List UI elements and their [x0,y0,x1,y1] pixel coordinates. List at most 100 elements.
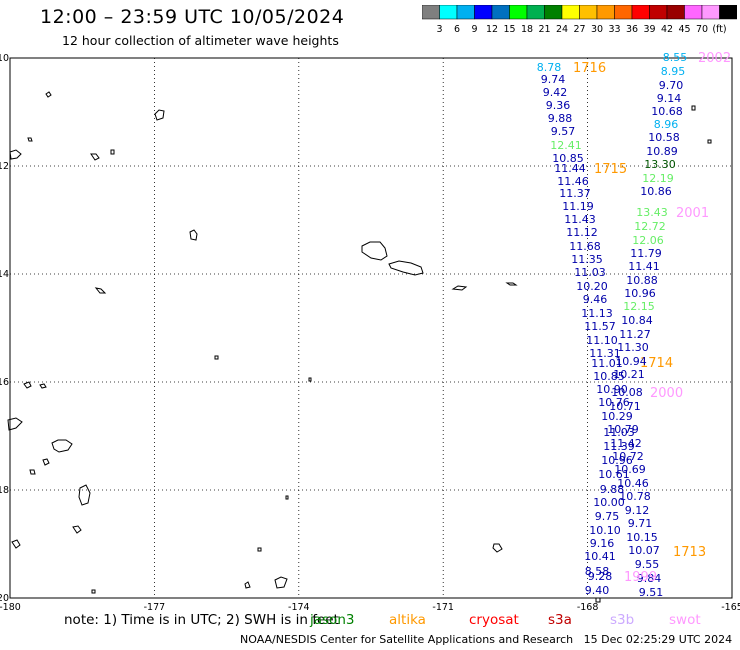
wave-height-label: 8.95 [661,65,686,78]
island-outline [505,282,518,286]
wave-height-label: 9.84 [637,572,662,585]
footer-credit: NOAA/NESDIS Center for Satellite Applica… [240,633,733,646]
wave-height-label: 12.19 [642,172,674,185]
satellite-legend-s3a: s3a [548,612,572,628]
wave-height-label: 13.30 [644,158,676,171]
wave-height-label: 10.79 [607,423,639,436]
wave-height-label: 10.85 [593,370,625,383]
note-text: note: 1) Time is in UTC; 2) SWH is in fe… [64,612,339,628]
island-outline [94,287,107,294]
wave-height-label: 10.58 [648,131,680,144]
wave-height-label: 11.44 [554,162,586,175]
wave-height-label: 11.42 [610,437,642,450]
wave-height-label: 9.51 [639,586,664,599]
wave-height-label: 10.96 [624,287,656,300]
wave-height-label: 9.71 [628,517,653,530]
colorbar-label: 3 [436,24,442,35]
pass-1715: 1715 [594,162,627,177]
island-outline [691,105,696,111]
wave-height-label: 10.08 [611,386,643,399]
island-outline [388,260,424,276]
pass-2001: 13.4312.7212.0611.7911.4110.8810.9612.15… [607,206,709,599]
wave-height-label: 11.37 [559,187,591,200]
wave-height-label: 11.03 [574,266,606,279]
latitude-tick-label: -18 [0,485,9,496]
axis-tick-labels: -180 -177 -174 -171 -168 -165 -10 -12 -14 -16 -18 -… [0,53,740,613]
pass-1714: 1714 [640,356,673,371]
colorbar-label: 70 [696,24,708,35]
colorbar-label: 6 [454,24,460,35]
pass-id-label: 2002 [698,51,731,66]
wave-height-label: 11.79 [630,247,662,260]
colorbar-label: 12 [486,24,498,35]
pass-2000: 2000 [650,386,683,401]
colorbar-label: 24 [556,24,568,35]
island-outline [274,576,288,589]
colorbar-label: 21 [538,24,550,35]
wave-height-label: 12.41 [550,139,582,152]
colorbar-swatch [719,5,737,20]
wave-height-label: 8.78 [537,61,562,74]
wave-height-label: 9.55 [635,558,660,571]
island-outline [492,543,503,553]
wave-height-label: 10.20 [576,280,608,293]
wave-height-label: 10.61 [598,468,630,481]
wave-height-label: 11.46 [557,175,589,188]
wave-height-label: 11.68 [569,240,601,253]
colorbar-label: 36 [626,24,638,35]
wave-height-label: 10.76 [598,396,630,409]
island-outline [214,355,219,360]
wave-height-label: 9.28 [588,570,613,583]
latitude-tick-label: -20 [0,593,9,604]
wave-height-label: 12.15 [623,300,655,313]
wave-height-label: 9.88 [600,483,625,496]
island-outline [39,383,47,389]
map-title: 12:00 – 23:59 UTC 10/05/2024 [40,6,345,28]
wave-height-label: 11.41 [628,260,660,273]
wave-height-label: 10.71 [609,400,641,413]
colorbar-label: 45 [678,24,690,35]
wave-height-label: 11.01 [591,357,623,370]
wave-height-label: 11.13 [581,307,613,320]
pass-id-label: 1714 [640,356,673,371]
island-outline [285,495,289,500]
wave-height-label: 11.35 [571,253,603,266]
island-outline [7,417,23,431]
satellite-legend-cryosat: cryosat [469,612,519,628]
wave-height-label: 8.96 [654,118,679,131]
wave-height-label: 11.43 [564,213,596,226]
pass-2002: 8.558.959.709.1410.688.9610.5810.8913.30… [640,51,731,198]
wave-height-label: 10.86 [640,185,672,198]
island-outline [45,91,52,98]
wave-height-label: 11.30 [617,341,649,354]
wave-height-label: 10.84 [621,314,653,327]
colorbar-label: 42 [661,24,673,35]
pass-1999: 1999 [624,570,657,585]
pass-id-label: 1716 [573,61,606,76]
wave-height-label: 9.40 [585,584,610,597]
wave-height-label: 11.03 [603,426,635,439]
island-outline [23,381,32,389]
latitude-tick-label: -12 [0,161,9,172]
satellite-legend: note: 1) Time is in UTC; 2) SWH is in fe… [0,612,740,630]
wave-height-label: 10.10 [589,524,621,537]
wave-height-label: 9.88 [548,112,573,125]
wave-height-label: 9.75 [595,510,620,523]
island-outline [11,539,21,549]
island-outline [595,597,601,603]
wave-height-label: 11.27 [619,328,651,341]
wave-height-label: 10.88 [626,274,658,287]
wave-height-label: 10.78 [619,490,651,503]
colorbar-label: 15 [503,24,515,35]
wave-height-label: 11.12 [566,226,598,239]
wave-height-label: 10.69 [614,463,646,476]
pass-id-label: 2001 [676,206,709,221]
wave-height-label: 9.70 [659,79,684,92]
island-outline [27,137,33,142]
satellite-legend-swot: swot [669,612,701,628]
island-outline [42,458,50,466]
satellite-legend-jason3: jason3 [310,612,355,628]
island-outline [110,149,115,155]
island-outline [78,484,91,506]
